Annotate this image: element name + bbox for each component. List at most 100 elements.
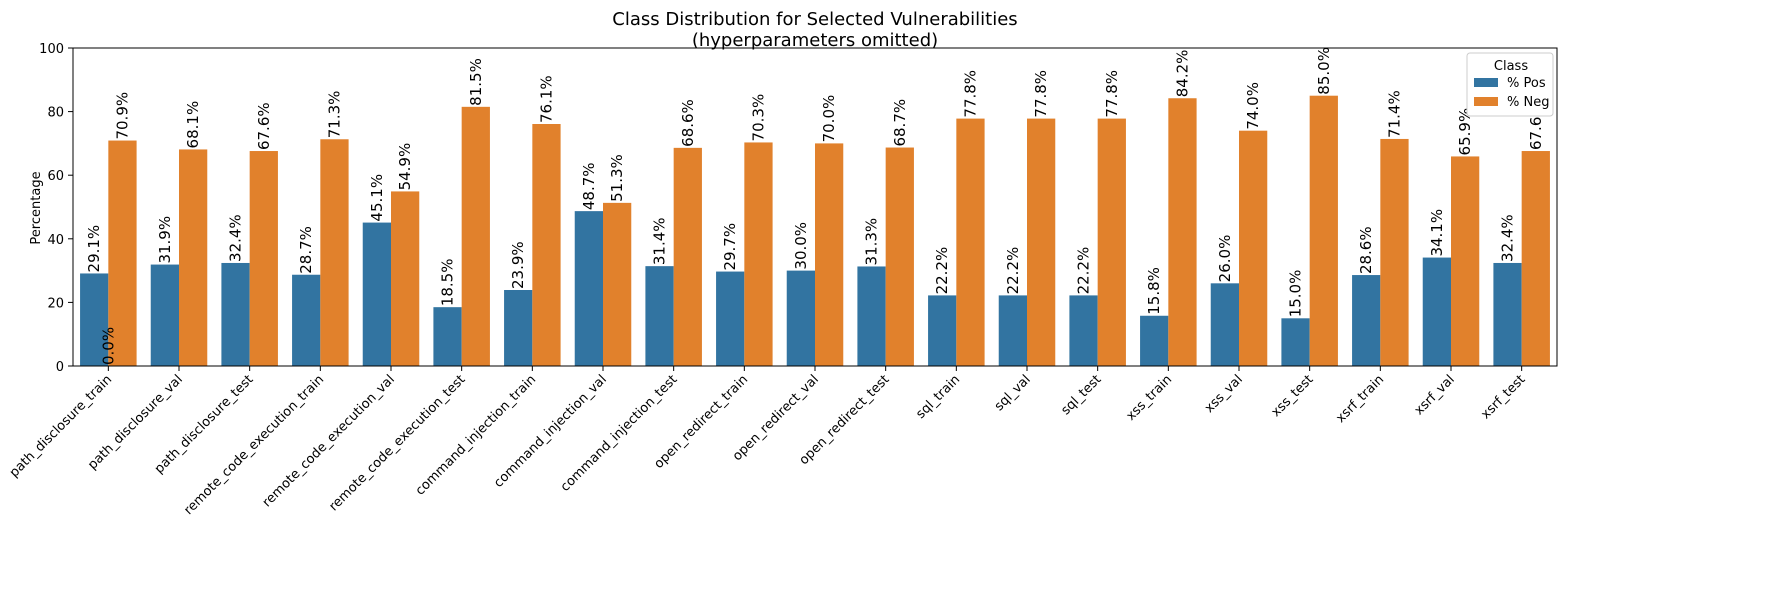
bar-value-label: 67.6% [255, 102, 273, 150]
bar-neg-xsrf_train [1380, 138, 1409, 366]
x-tick-label: sql_train [913, 372, 963, 422]
x-tick-label: command_injection_val [491, 372, 610, 491]
x-tick-label: command_injection_train [413, 372, 539, 498]
bar-value-label: 65.9% [1456, 108, 1474, 156]
bar-value-label: 77.8% [1103, 70, 1121, 118]
bar-neg-path_disclosure_test [249, 151, 278, 366]
bar-value-label: 32.4% [227, 214, 245, 262]
bar-pos-remote_code_execution_test [433, 307, 462, 366]
bar-neg-remote_code_execution_val [391, 191, 420, 366]
bar-value-label: 15.0% [1287, 270, 1305, 318]
bar-value-label: 31.9% [156, 216, 174, 264]
x-tick-label: xsrf_test [1478, 372, 1528, 422]
legend-label-neg: % Neg [1507, 95, 1549, 110]
bar-pos-command_injection_val [574, 211, 603, 366]
bar-value-label-zero: 0.0% [99, 327, 117, 365]
bar-pos-open_redirect_test [857, 266, 886, 366]
bar-value-label: 22.2% [933, 247, 951, 295]
bar-pos-xss_train [1140, 315, 1169, 366]
bar-pos-remote_code_execution_val [362, 222, 391, 366]
bar-value-label: 85.0% [1315, 47, 1333, 95]
bar-neg-open_redirect_val [815, 143, 844, 366]
bar-pos-xsrf_test [1493, 262, 1522, 366]
bar-neg-xsrf_val [1451, 156, 1480, 366]
bar-pos-xsrf_val [1422, 257, 1451, 366]
y-tick-label: 20 [47, 296, 64, 311]
bar-pos-open_redirect_val [786, 270, 815, 366]
legend-swatch-neg [1474, 97, 1498, 106]
bar-value-label: 31.4% [651, 217, 669, 265]
bar-value-label: 81.5% [467, 58, 485, 106]
bar-neg-sql_val [1027, 118, 1056, 366]
bar-value-label: 68.1% [184, 101, 202, 149]
bar-pos-open_redirect_train [716, 271, 745, 366]
bar-pos-sql_val [998, 295, 1027, 366]
bar-value-label: 77.8% [961, 70, 979, 118]
bar-value-label: 45.1% [368, 174, 386, 222]
bar-value-label: 71.4% [1385, 90, 1403, 138]
bar-value-label: 34.1% [1428, 209, 1446, 257]
bar-value-label: 22.2% [1075, 247, 1093, 295]
bar-neg-xsrf_test [1521, 151, 1550, 366]
bar-value-label: 22.2% [1004, 247, 1022, 295]
chart-title: Class Distribution for Selected Vulnerab… [612, 9, 1017, 30]
bar-pos-xss_test [1281, 318, 1310, 366]
x-tick-label: remote_code_execution_test [326, 372, 468, 514]
bar-value-label: 26.0% [1216, 235, 1234, 283]
bar-pos-command_injection_train [504, 289, 533, 366]
x-tick-label: xss_train [1124, 372, 1176, 424]
bar-pos-path_disclosure_train [80, 273, 109, 366]
bar-neg-command_injection_train [532, 124, 561, 366]
x-tick-label: xsrf_train [1333, 372, 1387, 426]
bar-value-label: 32.4% [1499, 214, 1517, 262]
bar-value-label: 70.0% [820, 95, 838, 143]
legend-swatch-pos [1474, 78, 1498, 87]
bar-pos-xsrf_train [1352, 275, 1381, 366]
bar-value-label: 30.0% [792, 222, 810, 270]
bar-neg-command_injection_test [673, 147, 702, 366]
bar-value-label: 28.6% [1357, 226, 1375, 274]
x-tick-label: remote_code_execution_val [260, 372, 398, 510]
bar-value-label: 70.9% [113, 92, 131, 140]
bar-value-label: 29.7% [721, 223, 739, 271]
legend-label-pos: % Pos [1507, 76, 1546, 91]
bar-value-label: 76.1% [537, 75, 555, 123]
bar-neg-remote_code_execution_train [320, 139, 349, 366]
bar-value-label: 23.9% [509, 241, 527, 289]
bar-neg-command_injection_val [603, 202, 632, 366]
bar-value-label: 54.9% [396, 143, 414, 191]
bar-value-label: 18.5% [439, 259, 457, 307]
bar-value-label: 28.7% [297, 226, 315, 274]
bar-pos-path_disclosure_test [221, 262, 250, 366]
bar-neg-path_disclosure_train [108, 140, 137, 366]
bar-value-label: 84.2% [1173, 50, 1191, 98]
bar-value-label: 71.3% [325, 91, 343, 139]
x-tick-label: xss_test [1269, 372, 1317, 420]
y-tick-label: 0 [56, 360, 64, 375]
bar-value-label: 48.7% [580, 162, 598, 210]
bar-value-label: 77.8% [1032, 70, 1050, 118]
x-tick-label: xss_val [1202, 372, 1246, 416]
plot-frame [72, 47, 1558, 367]
bar-neg-sql_test [1097, 118, 1126, 366]
bar-neg-xss_train [1168, 98, 1197, 366]
bar-value-label: 15.8% [1145, 267, 1163, 315]
legend-title: Class [1494, 59, 1528, 74]
bar-neg-open_redirect_train [744, 142, 773, 366]
bars-group [80, 95, 1550, 366]
bar-neg-xss_test [1309, 95, 1338, 366]
bar-pos-sql_train [928, 295, 957, 366]
bar-value-label: 74.0% [1244, 82, 1262, 130]
bar-pos-path_disclosure_val [150, 264, 179, 366]
bar-labels-group: 29.1% 70.9% 31.9% 68.1% 32.4% 67.6% 28.7% 71.3%… [85, 47, 1545, 365]
bar-neg-path_disclosure_val [179, 149, 208, 366]
x-tick-label: command_injection_test [558, 372, 681, 495]
bar-pos-xss_val [1210, 283, 1239, 366]
bar-neg-xss_val [1239, 130, 1268, 366]
x-axis: path_disclosure_trainpath_disclosure_val… [7, 366, 1528, 518]
bar-pos-command_injection_test [645, 266, 674, 366]
bar-neg-open_redirect_test [885, 147, 914, 366]
x-tick-label: sql_val [992, 372, 1034, 414]
bar-value-label: 31.3% [863, 218, 881, 266]
